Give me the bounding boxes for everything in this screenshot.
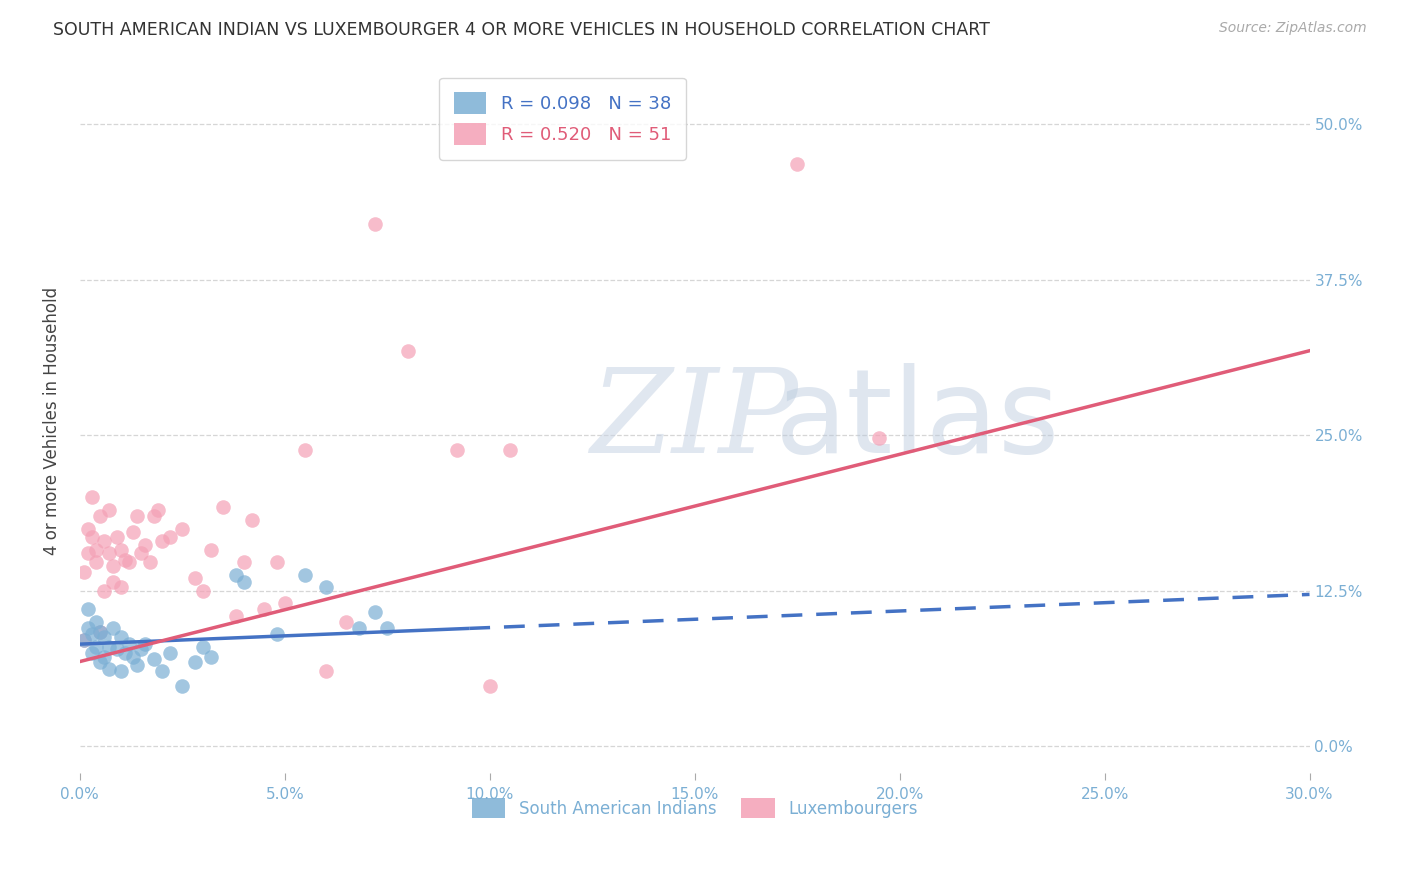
Point [150, 665, 173, 679]
Point [225, 608, 247, 623]
Point [73, 633, 96, 648]
Point [200, 542, 222, 557]
Point [294, 567, 316, 582]
Point [375, 621, 398, 635]
Point [868, 431, 890, 445]
Point [364, 217, 387, 231]
Point [142, 652, 165, 666]
Point [93, 533, 115, 548]
Point [97, 640, 120, 654]
Point [315, 665, 337, 679]
Point [274, 596, 297, 610]
Point [200, 649, 222, 664]
Point [101, 558, 124, 573]
Point [93, 649, 115, 664]
Point [266, 627, 288, 641]
Point [110, 542, 132, 557]
Text: SOUTH AMERICAN INDIAN VS LUXEMBOURGER 4 OR MORE VEHICLES IN HOUSEHOLD CORRELATIO: SOUTH AMERICAN INDIAN VS LUXEMBOURGER 4 … [53, 21, 990, 39]
Point [335, 615, 357, 629]
Point [225, 567, 247, 582]
Point [347, 621, 370, 635]
Point [478, 680, 501, 694]
Point [499, 443, 522, 458]
Point [122, 525, 145, 540]
Point [146, 503, 169, 517]
Point [191, 583, 214, 598]
Point [82, 646, 104, 660]
Point [114, 646, 136, 660]
Point [77, 602, 100, 616]
Point [89, 624, 111, 639]
Legend: South American Indians, Luxembourgers: South American Indians, Luxembourgers [465, 791, 924, 825]
Point [73, 565, 96, 579]
Point [240, 513, 263, 527]
Point [105, 642, 128, 657]
Point [110, 580, 132, 594]
Point [110, 630, 132, 644]
Point [127, 509, 149, 524]
Point [84, 615, 107, 629]
Point [77, 522, 100, 536]
Point [97, 662, 120, 676]
Y-axis label: 4 or more Vehicles in Household: 4 or more Vehicles in Household [44, 287, 60, 555]
Point [105, 530, 128, 544]
Text: ZIP: ZIP [591, 364, 799, 478]
Point [364, 605, 387, 619]
Point [84, 555, 107, 569]
Point [97, 503, 120, 517]
Point [786, 157, 808, 171]
Point [183, 571, 205, 585]
Point [172, 680, 194, 694]
Point [142, 509, 165, 524]
Point [77, 621, 100, 635]
Point [84, 640, 107, 654]
Point [93, 630, 115, 644]
Point [82, 491, 104, 505]
Point [77, 546, 100, 560]
Point [118, 555, 141, 569]
Point [97, 546, 120, 560]
Point [396, 343, 419, 358]
Point [212, 500, 235, 515]
Point [89, 655, 111, 669]
Point [118, 637, 141, 651]
Point [138, 555, 160, 569]
Point [159, 646, 181, 660]
Point [172, 522, 194, 536]
Point [122, 649, 145, 664]
Point [232, 555, 254, 569]
Point [89, 509, 111, 524]
Text: atlas: atlas [775, 363, 1060, 478]
Point [84, 542, 107, 557]
Point [294, 443, 316, 458]
Point [89, 624, 111, 639]
Point [253, 602, 276, 616]
Point [134, 538, 156, 552]
Point [101, 574, 124, 589]
Point [183, 655, 205, 669]
Point [134, 637, 156, 651]
Text: Source: ZipAtlas.com: Source: ZipAtlas.com [1219, 21, 1367, 36]
Point [82, 627, 104, 641]
Point [101, 621, 124, 635]
Point [82, 530, 104, 544]
Point [446, 443, 468, 458]
Point [266, 555, 288, 569]
Point [159, 530, 181, 544]
Point [150, 533, 173, 548]
Point [114, 552, 136, 566]
Point [191, 640, 214, 654]
Point [315, 580, 337, 594]
Point [131, 546, 153, 560]
Point [127, 658, 149, 673]
Point [232, 574, 254, 589]
Point [93, 583, 115, 598]
Point [110, 665, 132, 679]
Point [73, 633, 96, 648]
Point [131, 642, 153, 657]
